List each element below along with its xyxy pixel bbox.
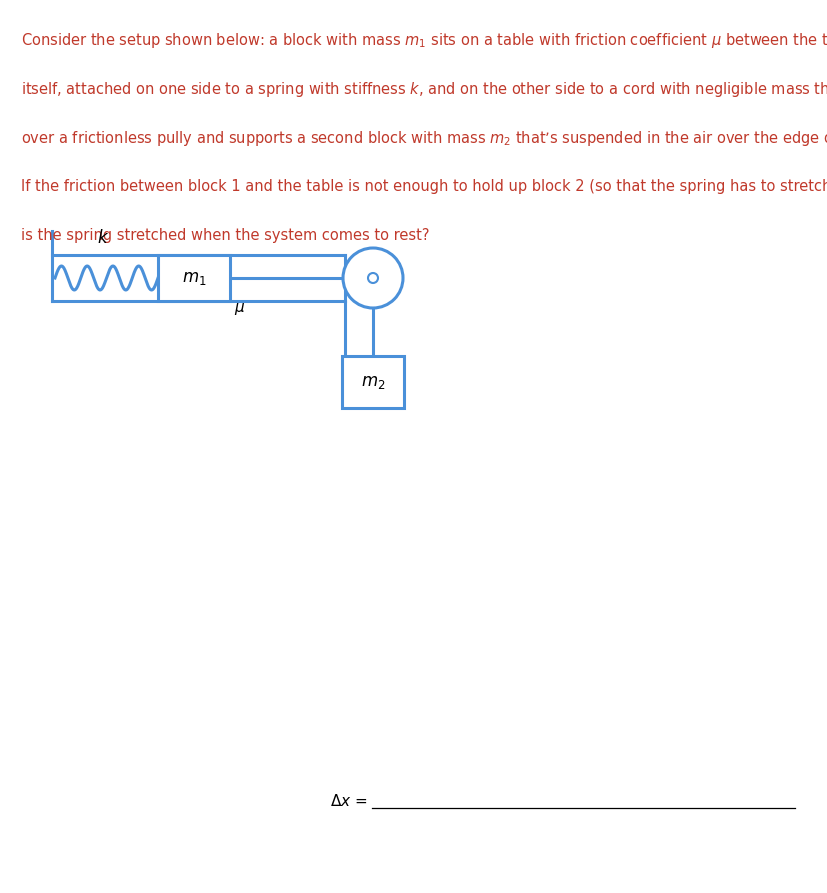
Text: If the friction between block 1 and the table is not enough to hold up block 2 (: If the friction between block 1 and the … [21,179,827,194]
Bar [158,255,230,301]
Text: $\mu$: $\mu$ [234,301,245,317]
Text: $m_2$: $m_2$ [361,373,385,391]
Text: over a frictionless pully and supports a second block with mass $m_2$ that’s sus: over a frictionless pully and supports a… [21,129,827,148]
Text: $k$: $k$ [98,229,109,247]
Circle shape [367,273,378,283]
Text: itself, attached on one side to a spring with stiffness $k$, and on the other si: itself, attached on one side to a spring… [21,80,827,99]
Bar [342,356,404,408]
Text: $m_1$: $m_1$ [181,269,206,287]
Text: $\Delta x$ =: $\Delta x$ = [330,793,367,809]
Text: is the spring stretched when the system comes to rest?: is the spring stretched when the system … [21,228,428,243]
Text: Consider the setup shown below: a block with mass $m_1$ sits on a table with fri: Consider the setup shown below: a block … [21,31,827,50]
Circle shape [342,248,403,308]
